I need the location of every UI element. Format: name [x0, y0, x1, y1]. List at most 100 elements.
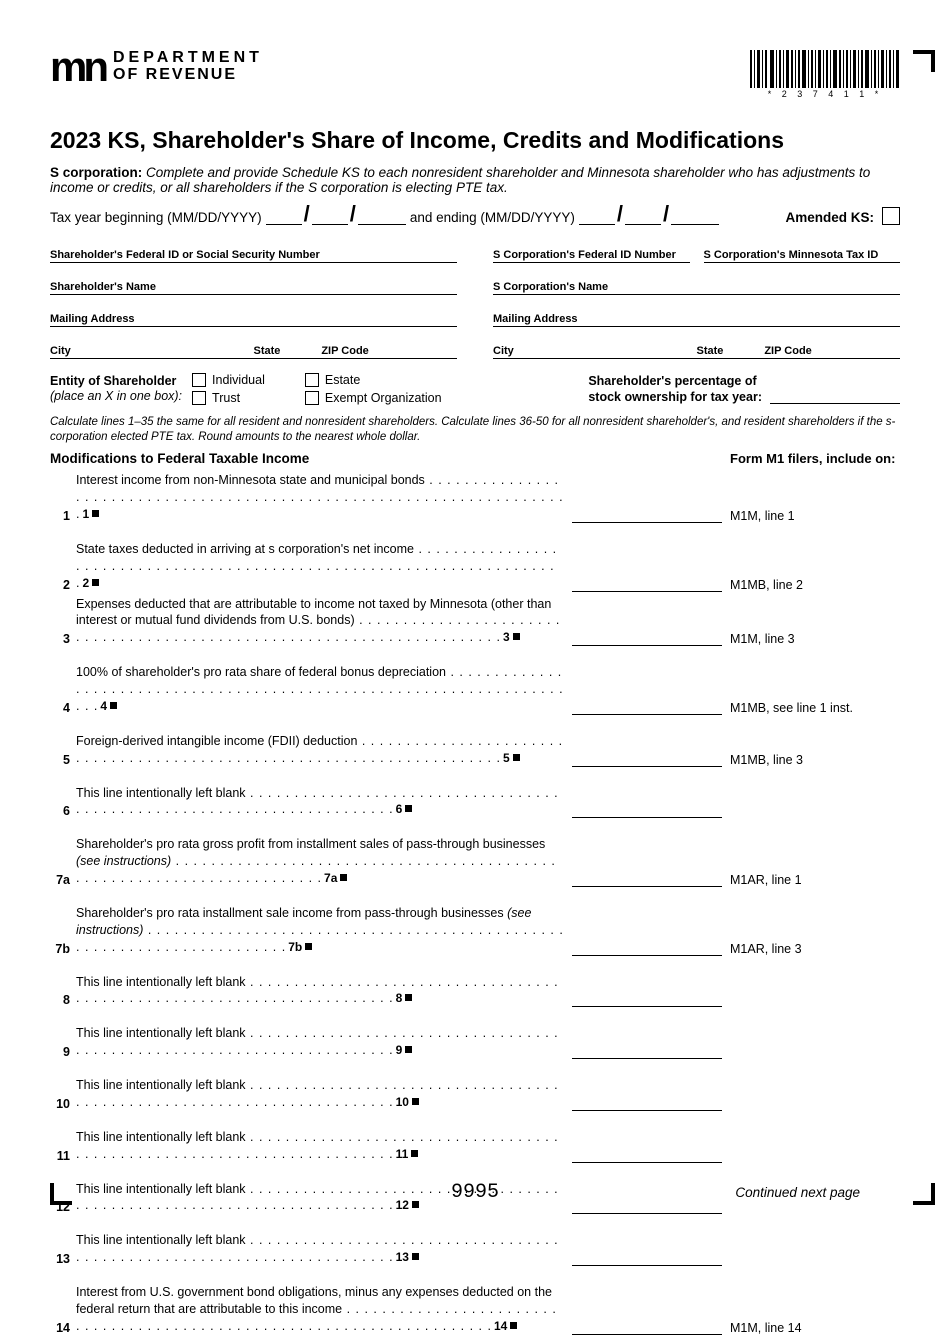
line-text: This line intentionally left blank13 — [76, 1232, 564, 1266]
line-13-input[interactable] — [572, 1250, 722, 1266]
line-5-input[interactable] — [572, 751, 722, 767]
line-reference: M1MB, line 3 — [730, 753, 900, 767]
line-text: This line intentionally left blank11 — [76, 1129, 564, 1163]
end-date-input[interactable]: // — [579, 203, 719, 225]
line-marker: 7b — [286, 940, 315, 954]
tax-year-row: Tax year beginning (MM/DD/YYYY) // and e… — [50, 203, 900, 225]
corp-mn-id-field[interactable]: S Corporation's Minnesota Tax ID — [704, 231, 901, 263]
line-6: 6This line intentionally left blank6 — [50, 785, 900, 819]
checkbox-trust[interactable] — [192, 391, 206, 405]
corp-zip-field[interactable]: ZIP Code — [764, 327, 900, 359]
line-number: 13 — [50, 1252, 76, 1266]
corp-state-field[interactable]: State — [697, 327, 765, 359]
line-4-input[interactable] — [572, 699, 722, 715]
form-title: 2023 KS, Shareholder's Share of Income, … — [50, 127, 900, 153]
section-header-row: Modifications to Federal Taxable Income … — [50, 451, 900, 466]
line-12-input[interactable] — [572, 1198, 722, 1214]
line-number: 11 — [50, 1149, 76, 1163]
ownership-percentage-block: Shareholder's percentage of stock owners… — [588, 374, 900, 404]
line-text: Shareholder's pro rata installment sale … — [76, 905, 564, 956]
line-number: 9 — [50, 1045, 76, 1059]
line-number: 2 — [50, 578, 76, 592]
line-marker: 11 — [394, 1147, 422, 1161]
line-reference: M1M, line 3 — [730, 632, 900, 646]
corp-city-field[interactable]: City — [493, 327, 697, 359]
corp-fed-id-field[interactable]: S Corporation's Federal ID Number — [493, 231, 690, 263]
line-8: 8This line intentionally left blank8 — [50, 974, 900, 1008]
continued-next-page: Continued next page — [735, 1185, 860, 1200]
entity-group-2: Estate Exempt Organization — [305, 373, 442, 405]
corp-address-field[interactable]: Mailing Address — [493, 295, 900, 327]
corporation-column: S Corporation's Federal ID Number S Corp… — [493, 231, 900, 359]
line-number: 8 — [50, 993, 76, 1007]
tax-year-end-label: and ending (MM/DD/YYYY) — [410, 210, 575, 225]
corp-name-field[interactable]: S Corporation's Name — [493, 263, 900, 295]
line-marker: 6 — [394, 802, 416, 816]
barcode-icon — [750, 50, 900, 88]
checkbox-individual[interactable] — [192, 373, 206, 387]
shareholder-fed-id-field[interactable]: Shareholder's Federal ID or Social Secur… — [50, 231, 457, 263]
line-14-input[interactable] — [572, 1319, 722, 1335]
line-marker: 4 — [98, 699, 120, 713]
line-reference: M1AR, line 1 — [730, 873, 900, 887]
line-reference: M1M, line 1 — [730, 509, 900, 523]
line-4: 4100% of shareholder's pro rata share of… — [50, 664, 900, 715]
line-text: Shareholder's pro rata gross profit from… — [76, 836, 564, 887]
checkbox-estate[interactable] — [305, 373, 319, 387]
line-10-input[interactable] — [572, 1095, 722, 1111]
agency-logo: mn DEPARTMENT OF REVENUE — [50, 50, 263, 84]
line-number: 3 — [50, 632, 76, 646]
line-13: 13This line intentionally left blank13 — [50, 1232, 900, 1266]
line-3-input[interactable] — [572, 630, 722, 646]
line-number: 14 — [50, 1321, 76, 1335]
line-text: This line intentionally left blank6 — [76, 785, 564, 819]
begin-date-input[interactable]: // — [266, 203, 406, 225]
calculation-note: Calculate lines 1–35 the same for all re… — [50, 415, 900, 445]
mn-logo-mark: mn — [50, 50, 105, 84]
shareholder-name-field[interactable]: Shareholder's Name — [50, 263, 457, 295]
shareholder-state-field[interactable]: State — [254, 327, 322, 359]
line-text: This line intentionally left blank10 — [76, 1077, 564, 1111]
line-3: 3Expenses deducted that are attributable… — [50, 596, 900, 647]
line-6-input[interactable] — [572, 802, 722, 818]
line-2: 2State taxes deducted in arriving at s c… — [50, 541, 900, 592]
line-8-input[interactable] — [572, 991, 722, 1007]
shareholder-zip-field[interactable]: ZIP Code — [321, 327, 457, 359]
line-marker: 5 — [501, 751, 523, 765]
line-text: This line intentionally left blank9 — [76, 1025, 564, 1059]
barcode-text: * 2 3 7 4 1 1 * — [750, 89, 900, 99]
line-11-input[interactable] — [572, 1147, 722, 1163]
shareholder-column: Shareholder's Federal ID or Social Secur… — [50, 231, 457, 359]
identity-grid: Shareholder's Federal ID or Social Secur… — [50, 231, 900, 359]
line-5: 5Foreign-derived intangible income (FDII… — [50, 733, 900, 767]
amended-checkbox[interactable] — [882, 207, 900, 225]
line-marker: 3 — [501, 630, 523, 644]
line-7a-input[interactable] — [572, 871, 722, 887]
line-text: State taxes deducted in arriving at s co… — [76, 541, 564, 592]
page-header: mn DEPARTMENT OF REVENUE — [50, 50, 900, 99]
entity-group-1: Individual Trust — [192, 373, 265, 405]
line-7b-input[interactable] — [572, 940, 722, 956]
shareholder-address-field[interactable]: Mailing Address — [50, 295, 457, 327]
line-9-input[interactable] — [572, 1043, 722, 1059]
line-1-input[interactable] — [572, 507, 722, 523]
line-11: 11This line intentionally left blank11 — [50, 1129, 900, 1163]
ownership-percentage-input[interactable] — [770, 388, 900, 404]
checkbox-exempt[interactable] — [305, 391, 319, 405]
line-reference: M1MB, see line 1 inst. — [730, 701, 900, 715]
line-marker: 13 — [394, 1250, 422, 1264]
line-9: 9This line intentionally left blank9 — [50, 1025, 900, 1059]
line-number: 1 — [50, 509, 76, 523]
shareholder-city-field[interactable]: City — [50, 327, 254, 359]
line-text: Expenses deducted that are attributable … — [76, 596, 564, 647]
line-reference: M1AR, line 3 — [730, 942, 900, 956]
line-marker: 2 — [80, 576, 102, 590]
line-text: 100% of shareholder's pro rata share of … — [76, 664, 564, 715]
form-instruction: S corporation: Complete and provide Sche… — [50, 165, 900, 195]
line-text: Interest from U.S. government bond oblig… — [76, 1284, 564, 1335]
barcode-block: * 2 3 7 4 1 1 * — [750, 50, 900, 99]
line-number: 6 — [50, 804, 76, 818]
line-2-input[interactable] — [572, 576, 722, 592]
line-marker: 14 — [492, 1319, 520, 1333]
line-text: Foreign-derived intangible income (FDII)… — [76, 733, 564, 767]
